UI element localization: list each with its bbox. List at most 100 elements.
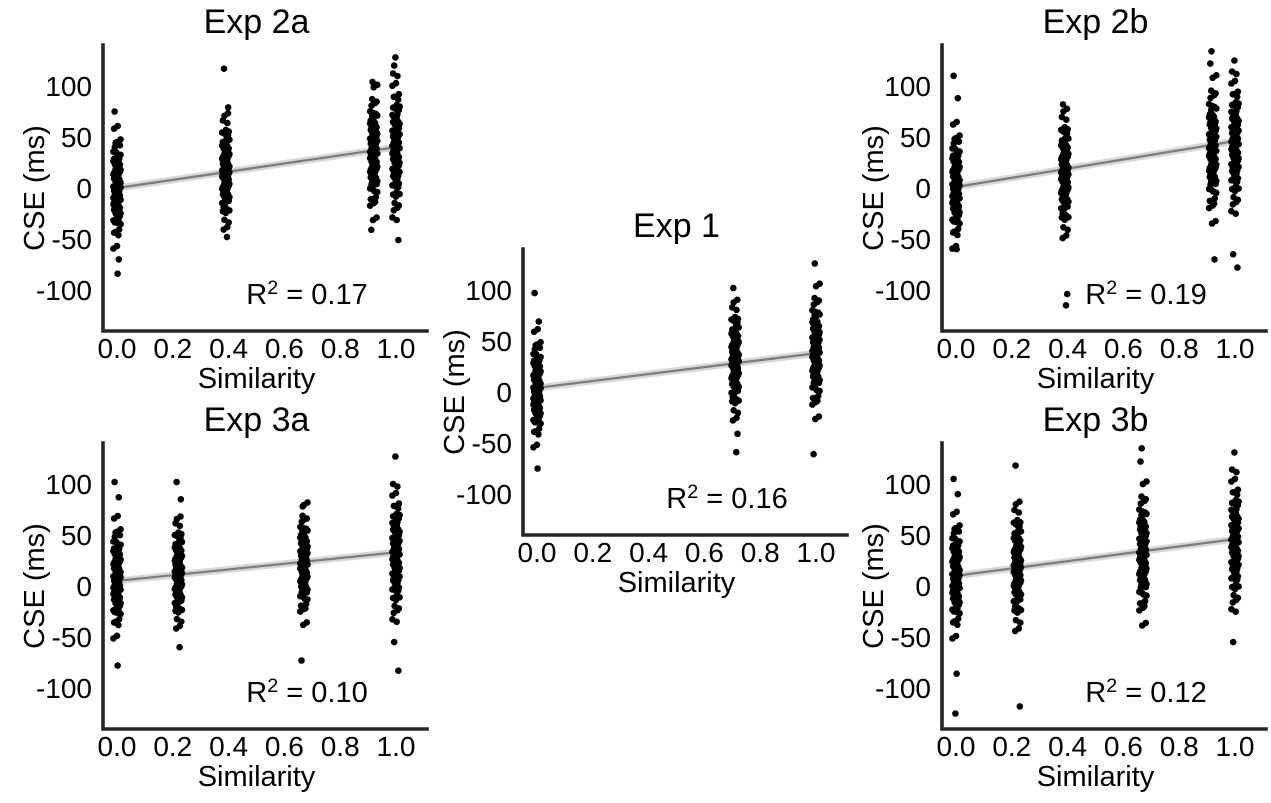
panel-exp-1: Exp 1 100 50 0 -50 -100 0.0 0.2 0.4 0.6 0.8 1.0 Simi… [420,204,852,609]
panel-exp-2a: Exp 2a 100 50 0 -50 -100 0.0 0.2 0.4 0.6 0.8 1.0 Sim… [0,0,432,405]
axis-lines [101,441,429,731]
y-tick-label: 0 [915,173,931,204]
x-tick-label: 0.0 [937,731,976,762]
r-squared-label: R2 = 0.19 [1085,277,1206,311]
r-squared-label: R2 = 0.12 [1085,675,1206,709]
x-tick-label: 0.2 [992,731,1031,762]
x-tick-label: 0.4 [1048,731,1087,762]
x-tick-label: 0.4 [209,333,248,364]
y-tick-label: 50 [61,122,92,153]
y-tick-label: 0 [496,377,512,408]
x-tick-label: 0.4 [629,537,668,568]
y-tick-label: 100 [45,71,92,102]
plot-title: Exp 3b [1043,401,1149,439]
x-tick-label: 0.0 [98,333,137,364]
x-tick-label: 0.2 [153,731,192,762]
y-axis-label: CSE (ms) [858,125,890,251]
regression-line [955,139,1236,189]
regression-line [116,146,397,190]
y-tick-label: -100 [456,479,512,510]
r-squared-label: R2 = 0.16 [666,481,787,515]
y-tick-label: 0 [915,571,931,602]
x-tick-label: 0.6 [265,333,304,364]
x-tick-label: 1.0 [797,537,836,568]
y-axis-label: CSE (ms) [19,125,51,251]
r-squared-label: R2 = 0.10 [246,675,367,709]
x-tick-label: 0.2 [573,537,612,568]
data-points [110,54,403,278]
y-axis-label: CSE (ms) [858,523,890,649]
panel-exp-3a: Exp 3a 100 50 0 -50 -100 0.0 0.2 0.4 0.6 0.8 1.0 Sim… [0,398,432,803]
axis-lines [101,43,429,333]
x-tick-label: 1.0 [377,333,416,364]
y-tick-label: -100 [36,673,92,704]
y-tick-label: -100 [875,673,931,704]
x-tick-label: 0.6 [1104,333,1143,364]
regression-line [955,537,1236,577]
x-tick-label: 0.0 [518,537,557,568]
y-tick-label: 0 [76,571,92,602]
x-axis-label: Similarity [1037,363,1155,395]
plot-title: Exp 2b [1043,3,1149,41]
x-tick-label: 0.6 [685,537,724,568]
axis-lines [521,247,849,537]
plot-title: Exp 1 [633,207,720,245]
y-tick-label: 0 [76,173,92,204]
x-tick-label: 0.0 [98,731,137,762]
x-tick-label: 0.8 [321,333,360,364]
data-points [110,453,403,674]
panel-exp-3b: Exp 3b 100 50 0 -50 -100 0.0 0.2 0.4 0.6 0.8 1.0 Sim… [839,398,1271,803]
y-tick-label: -50 [891,622,931,653]
plot-title: Exp 2a [204,3,310,41]
data-points [949,48,1242,309]
y-tick-label: -100 [875,275,931,306]
y-tick-label: -50 [52,622,92,653]
regression-line [536,352,817,390]
y-tick-label: 100 [45,469,92,500]
x-tick-label: 0.8 [1160,333,1199,364]
y-tick-label: 100 [465,275,512,306]
y-tick-label: -50 [472,428,512,459]
x-tick-label: 0.8 [321,731,360,762]
x-axis-label: Similarity [1037,761,1155,793]
y-tick-label: -100 [36,275,92,306]
data-points [530,260,823,472]
axis-lines [940,43,1268,333]
y-tick-label: 50 [481,326,512,357]
r-squared-label: R2 = 0.17 [246,277,367,311]
x-axis-label: Similarity [618,567,736,599]
x-tick-label: 1.0 [1216,731,1255,762]
y-axis-label: CSE (ms) [439,329,471,455]
x-axis-label: Similarity [198,363,316,395]
x-tick-label: 0.6 [1104,731,1143,762]
y-tick-label: 50 [900,520,931,551]
data-points [949,445,1242,717]
y-tick-label: 50 [61,520,92,551]
y-tick-label: -50 [52,224,92,255]
x-tick-label: 0.8 [741,537,780,568]
plot-title: Exp 3a [204,401,310,439]
x-tick-label: 0.0 [937,333,976,364]
y-axis-label: CSE (ms) [19,523,51,649]
axis-lines [940,441,1268,731]
x-tick-label: 0.6 [265,731,304,762]
y-tick-label: -50 [891,224,931,255]
x-tick-label: 0.4 [209,731,248,762]
x-tick-label: 0.8 [1160,731,1199,762]
x-tick-label: 1.0 [1216,333,1255,364]
x-tick-label: 0.2 [153,333,192,364]
y-tick-label: 100 [884,469,931,500]
x-tick-label: 0.4 [1048,333,1087,364]
x-tick-label: 1.0 [377,731,416,762]
y-tick-label: 100 [884,71,931,102]
panel-exp-2b: Exp 2b 100 50 0 -50 -100 0.0 0.2 0.4 0.6 0.8 1.0 Sim… [839,0,1271,405]
x-axis-label: Similarity [198,761,316,793]
y-tick-label: 50 [900,122,931,153]
regression-line [116,551,397,583]
x-tick-label: 0.2 [992,333,1031,364]
